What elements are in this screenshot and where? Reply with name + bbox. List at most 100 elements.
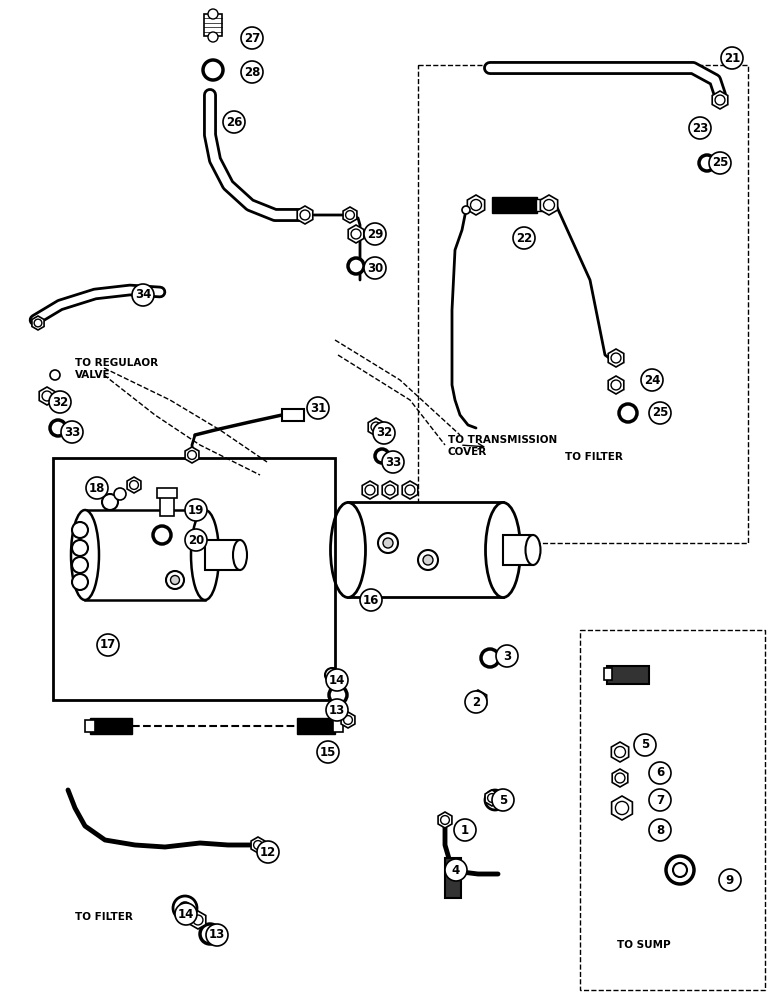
Circle shape xyxy=(300,210,310,220)
Circle shape xyxy=(42,391,52,401)
Circle shape xyxy=(611,353,621,363)
Circle shape xyxy=(326,669,348,691)
Circle shape xyxy=(496,645,518,667)
Bar xyxy=(157,488,177,498)
Circle shape xyxy=(715,95,725,105)
Ellipse shape xyxy=(191,510,219,600)
Polygon shape xyxy=(611,796,632,820)
Circle shape xyxy=(689,117,711,139)
Polygon shape xyxy=(485,790,499,806)
Circle shape xyxy=(513,227,535,249)
Circle shape xyxy=(619,404,637,422)
Bar xyxy=(205,540,240,570)
Circle shape xyxy=(241,61,263,83)
Circle shape xyxy=(470,200,482,211)
Text: 14: 14 xyxy=(178,908,195,920)
Polygon shape xyxy=(540,195,557,215)
Bar xyxy=(418,65,748,543)
Circle shape xyxy=(188,451,196,459)
Ellipse shape xyxy=(71,510,99,600)
Circle shape xyxy=(454,819,476,841)
Circle shape xyxy=(364,223,386,245)
Bar xyxy=(607,666,649,684)
Bar xyxy=(333,720,343,732)
Circle shape xyxy=(241,27,263,49)
Circle shape xyxy=(86,477,108,499)
Text: 21: 21 xyxy=(724,51,740,64)
Bar xyxy=(85,510,205,600)
Text: 33: 33 xyxy=(64,426,80,438)
Circle shape xyxy=(649,402,671,424)
Text: 6: 6 xyxy=(656,766,664,780)
Bar xyxy=(85,720,95,732)
Circle shape xyxy=(699,155,715,171)
Text: TO REGULAOR
VALVE: TO REGULAOR VALVE xyxy=(75,358,158,380)
Circle shape xyxy=(666,856,694,884)
Circle shape xyxy=(346,211,354,219)
Circle shape xyxy=(114,488,126,500)
Text: TO FILTER: TO FILTER xyxy=(565,452,623,462)
Polygon shape xyxy=(608,376,624,394)
Text: 24: 24 xyxy=(644,373,660,386)
Text: 8: 8 xyxy=(656,824,664,836)
Text: 29: 29 xyxy=(367,228,383,240)
Circle shape xyxy=(365,485,375,495)
Polygon shape xyxy=(190,911,206,929)
Circle shape xyxy=(375,449,389,463)
Circle shape xyxy=(492,789,514,811)
Circle shape xyxy=(97,634,119,656)
Circle shape xyxy=(481,649,499,667)
Polygon shape xyxy=(611,742,628,762)
Ellipse shape xyxy=(166,571,184,589)
Circle shape xyxy=(206,924,228,946)
Text: 32: 32 xyxy=(52,395,68,408)
Text: 16: 16 xyxy=(363,593,379,606)
Bar xyxy=(204,14,222,36)
Circle shape xyxy=(50,420,66,436)
Text: 22: 22 xyxy=(516,232,532,244)
Circle shape xyxy=(72,557,88,573)
Circle shape xyxy=(200,924,220,944)
Text: 7: 7 xyxy=(656,794,664,806)
Circle shape xyxy=(193,915,203,925)
Text: TO FILTER: TO FILTER xyxy=(75,912,133,922)
Circle shape xyxy=(208,9,218,19)
Text: 27: 27 xyxy=(244,31,260,44)
Circle shape xyxy=(649,762,671,784)
Circle shape xyxy=(185,499,207,521)
Circle shape xyxy=(485,790,505,810)
Circle shape xyxy=(364,257,386,279)
Text: 13: 13 xyxy=(209,928,225,942)
Polygon shape xyxy=(185,447,199,463)
Circle shape xyxy=(695,123,705,133)
Text: 3: 3 xyxy=(503,650,511,662)
Polygon shape xyxy=(343,207,357,223)
Bar xyxy=(536,199,544,211)
Circle shape xyxy=(223,111,245,133)
Text: 32: 32 xyxy=(376,426,392,440)
Text: TO SUMP: TO SUMP xyxy=(617,940,671,950)
Polygon shape xyxy=(362,481,378,499)
Polygon shape xyxy=(39,387,55,405)
Text: 34: 34 xyxy=(135,288,151,302)
Circle shape xyxy=(257,841,279,863)
Circle shape xyxy=(719,869,741,891)
Bar xyxy=(580,630,765,990)
Polygon shape xyxy=(32,316,44,330)
Circle shape xyxy=(373,422,395,444)
Ellipse shape xyxy=(171,576,180,584)
Text: 25: 25 xyxy=(652,406,669,420)
Text: 25: 25 xyxy=(712,156,728,169)
Circle shape xyxy=(721,47,743,69)
Circle shape xyxy=(371,422,381,432)
Circle shape xyxy=(615,746,625,758)
Text: 28: 28 xyxy=(244,66,260,79)
Ellipse shape xyxy=(378,533,398,553)
Text: 33: 33 xyxy=(385,456,401,468)
Ellipse shape xyxy=(418,550,438,570)
Circle shape xyxy=(360,589,382,611)
Circle shape xyxy=(472,694,483,706)
Circle shape xyxy=(50,370,60,380)
Polygon shape xyxy=(469,690,486,710)
Circle shape xyxy=(348,258,364,274)
